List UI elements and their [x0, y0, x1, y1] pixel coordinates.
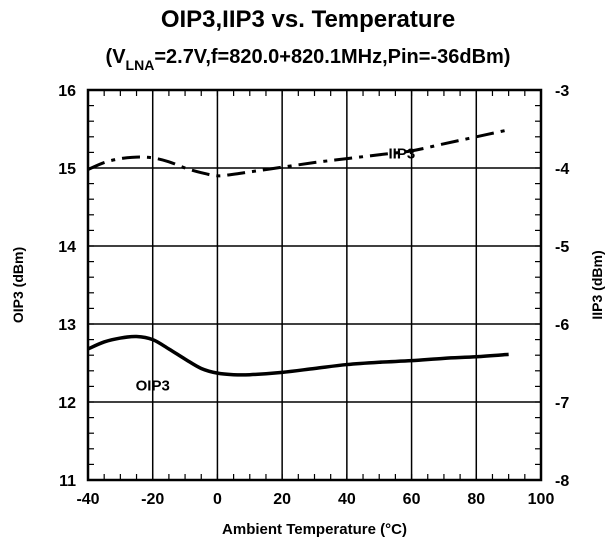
y-tick-label: 12	[58, 395, 76, 412]
plot-frame	[86, 88, 543, 482]
minor-ticks	[87, 89, 542, 481]
grid-lines	[87, 89, 542, 481]
chart-subtitle: (VLNA=2.7V,f=820.0+820.1MHz,Pin=-36dBm)	[0, 46, 616, 73]
y2-tick-labels: -8 -7 -6 -5 -4 -3	[555, 83, 569, 490]
y2-tick-label: -8	[555, 473, 569, 490]
series-line-iip3	[87, 128, 509, 178]
series-layer	[87, 128, 509, 377]
x-tick-label: 100	[528, 491, 555, 508]
y-tick-label: 16	[58, 83, 76, 100]
y2-tick-label: -6	[555, 317, 569, 334]
x-tick-label: 60	[403, 491, 421, 508]
series-label-iip3: IIP3	[389, 146, 416, 163]
x-axis-label: Ambient Temperature (°C)	[222, 521, 407, 538]
subtitle-subscript: LNA	[125, 57, 155, 73]
x-tick-label: 40	[338, 491, 356, 508]
x-tick-labels: -40 -20 0 20 40 60 80 100	[76, 491, 554, 508]
series-line-oip3	[87, 334, 509, 377]
y2-tick-label: -7	[555, 395, 569, 412]
y-tick-label: 14	[58, 239, 76, 256]
chart-title: OIP3,IIP3 vs. Temperature	[160, 6, 456, 33]
y-tick-label: 13	[58, 317, 76, 334]
x-tick-label: 0	[213, 491, 222, 508]
y2-tick-label: -5	[555, 239, 569, 256]
y-tick-label: 15	[58, 161, 76, 178]
series-labels: OIP3 IIP3	[136, 146, 416, 395]
subtitle-prefix: (V	[105, 46, 126, 68]
y-axis-label: OIP3 (dBm)	[10, 247, 26, 323]
y2-tick-label: -3	[555, 83, 569, 100]
series-label-oip3: OIP3	[136, 377, 170, 394]
x-tick-label: -20	[141, 491, 164, 508]
y2-tick-label: -4	[555, 161, 569, 178]
y-tick-label: 11	[59, 473, 76, 490]
y2-axis-label: IIP3 (dBm)	[589, 250, 605, 319]
subtitle-rest: =2.7V,f=820.0+820.1MHz,Pin=-36dBm)	[154, 46, 511, 68]
y-tick-labels: 11 12 13 14 15 16	[58, 83, 76, 490]
x-tick-label: 80	[467, 491, 485, 508]
x-tick-label: 20	[273, 491, 291, 508]
x-tick-label: -40	[76, 491, 99, 508]
